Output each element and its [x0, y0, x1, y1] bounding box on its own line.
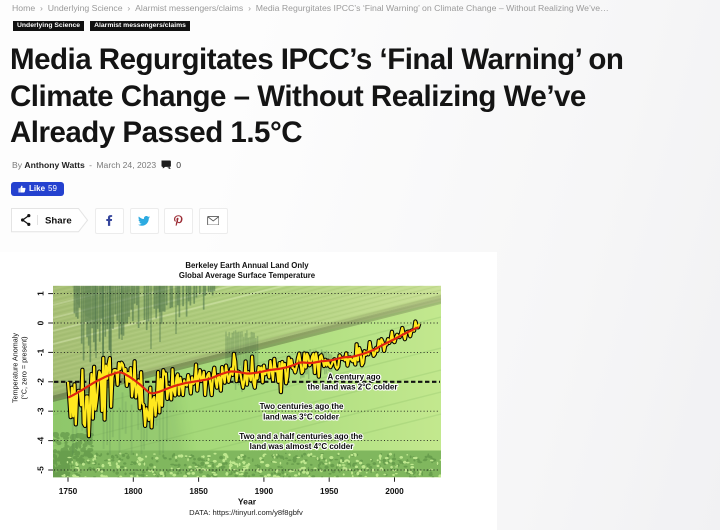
svg-text:Berkeley Earth Annual Land Onl: Berkeley Earth Annual Land Only	[185, 261, 309, 270]
svg-text:1950: 1950	[320, 486, 339, 496]
svg-text:land was almost 4°C colder: land was almost 4°C colder	[250, 442, 354, 451]
svg-text:-1: -1	[36, 348, 46, 356]
svg-text:Global Average Surface Tempera: Global Average Surface Temperature	[179, 271, 316, 280]
svg-text:A century ago: A century ago	[327, 372, 380, 381]
svg-text:1850: 1850	[189, 486, 208, 496]
svg-text:-4: -4	[36, 437, 46, 445]
svg-text:Year: Year	[238, 497, 257, 507]
svg-text:-2: -2	[36, 378, 46, 386]
svg-text:0: 0	[36, 320, 46, 325]
svg-text:1900: 1900	[255, 486, 274, 496]
svg-text:Two centuries ago the: Two centuries ago the	[260, 402, 344, 411]
svg-text:1750: 1750	[59, 486, 78, 496]
svg-text:2000: 2000	[385, 486, 404, 496]
svg-text:-5: -5	[36, 466, 46, 474]
svg-text:Two and a half centuries ago t: Two and a half centuries ago the	[239, 432, 363, 441]
svg-text:DATA: https://tinyurl.com/y8f8: DATA: https://tinyurl.com/y8f8gbfv	[189, 508, 303, 517]
svg-text:the land was 2°C colder: the land was 2°C colder	[308, 383, 398, 392]
svg-text:-3: -3	[36, 407, 46, 415]
svg-text:Temperature Anomaly: Temperature Anomaly	[11, 333, 20, 403]
svg-text:1: 1	[36, 291, 46, 296]
svg-text:land was 3°C colder: land was 3°C colder	[263, 413, 339, 422]
svg-text:1800: 1800	[124, 486, 143, 496]
svg-text:(°C, zero = present): (°C, zero = present)	[20, 337, 29, 400]
svg-text:Share: Share	[45, 216, 72, 227]
